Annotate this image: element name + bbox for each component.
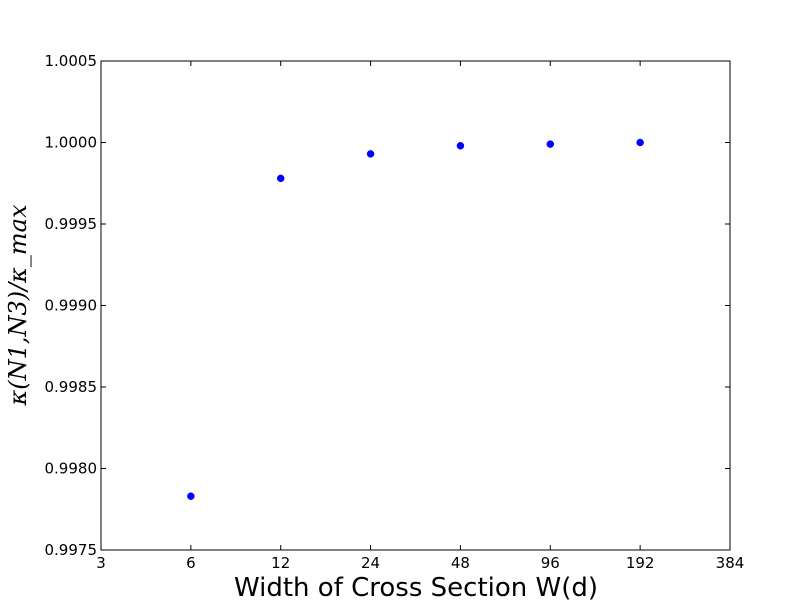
data-point — [276, 174, 285, 183]
y-tick-label: 0.9975 — [45, 541, 98, 559]
y-tick-label: 1.0005 — [45, 52, 98, 70]
y-tick-label: 1.0000 — [45, 134, 98, 152]
x-tick-label: 12 — [271, 554, 290, 572]
x-tick-label: 96 — [541, 554, 560, 572]
x-tick-label: 384 — [716, 554, 745, 572]
y-axis-title: κ(N1,N3)/κ_max — [4, 204, 32, 407]
y-tick-label: 0.9980 — [45, 460, 98, 478]
data-point — [456, 142, 465, 150]
x-tick-label: 3 — [96, 554, 106, 572]
y-tick-label: 0.9985 — [45, 378, 98, 396]
data-points — [187, 138, 644, 500]
x-tick-label: 48 — [451, 554, 470, 572]
x-axis-title: Width of Cross Section W(d) — [234, 573, 598, 603]
data-point — [546, 140, 555, 148]
plot-frame — [100, 60, 731, 551]
y-axis: 0.9975 0.9980 0.9985 0.9990 0.9995 1.0000 1.00… — [45, 52, 730, 559]
x-tick-label: 6 — [186, 554, 196, 572]
y-tick-label: 0.9990 — [45, 297, 98, 315]
x-tick-label: 192 — [626, 554, 655, 572]
x-axis: 3 6 12 24 48 96 192 384 — [96, 61, 744, 572]
data-point — [187, 492, 195, 500]
data-point — [366, 150, 375, 158]
data-point — [636, 138, 644, 147]
x-tick-label: 24 — [361, 554, 380, 572]
y-tick-label: 0.9995 — [45, 215, 98, 233]
